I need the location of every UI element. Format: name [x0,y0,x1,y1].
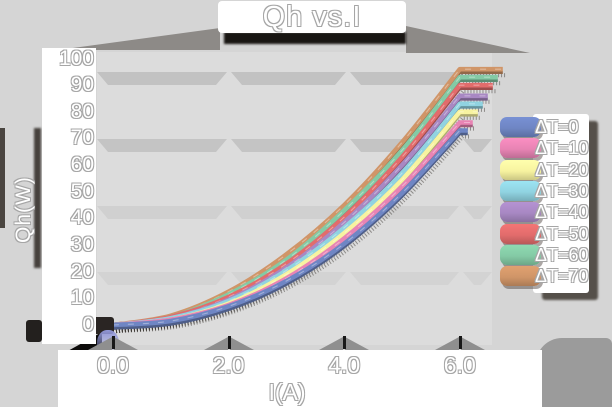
gridline-ribbon [97,139,227,152]
y-axis-shadow-bottom [26,320,42,342]
y-tick-label: 50 [70,179,94,203]
legend-background [533,114,589,293]
y-tick-label: 60 [70,153,94,177]
y-tick-label: 30 [70,233,94,257]
y-tick-label: 70 [70,126,94,150]
gridline-ribbon [97,206,227,219]
x-tick-label: 0.0 [97,352,129,378]
title-shadow-core [224,32,406,44]
y-tick-label: 40 [70,206,94,230]
gridline-ribbon [97,72,227,85]
legend-swatch [500,117,541,137]
x-tick-shadow [203,337,228,350]
legend-label: ΔT=20 [535,159,589,180]
x-tick-label: 4.0 [328,352,361,378]
left-edge-shadow [0,128,5,228]
legend-swatch [500,266,541,287]
x-tick-shadow [460,337,485,350]
legend-label: ΔT=40 [535,202,589,223]
x-tick-shadow [345,337,370,350]
legend-swatch [500,159,541,180]
legend-label: ΔT=50 [535,223,589,244]
x-tick-label: 2.0 [212,352,245,378]
y-tick-label: 20 [70,259,94,283]
y-tick-label: 90 [70,73,94,97]
legend-swatch [500,180,541,201]
legend-label: ΔT=70 [535,266,589,287]
x-tick-mark [343,336,347,349]
x-axis-title: I(A) [268,379,306,405]
legend-swatch [500,138,541,159]
x-tick-mark [227,336,231,349]
legend-swatch [500,202,541,223]
legend-label: ΔT=10 [535,138,589,159]
y-tick-label: 80 [70,99,94,123]
gridline-ribbon [97,272,227,285]
x-tick-shadow [114,337,138,350]
title-shadow-right [406,26,530,53]
gridline-ribbon [231,72,346,85]
x-tick-label: 6.0 [443,352,476,378]
title-background [218,1,406,33]
x-tick-shadow [88,337,112,350]
legend-swatch [500,223,541,244]
y-tick-label: 100 [58,46,94,70]
x-tick-shadow [229,337,254,350]
legend-label: ΔT=0 [535,117,579,137]
x-tick-mark [112,336,115,349]
legend-swatch [500,244,541,265]
gridline-ribbon [350,139,459,152]
y-axis-label-band [42,48,96,344]
x-axis-label-band [58,350,542,407]
y-tick-label: 0 [82,313,94,336]
gridline-ribbon [231,272,346,285]
corner-shadow-blob [536,338,612,407]
plot-area [97,52,492,345]
legend-label: ΔT=30 [535,180,589,201]
x-tick-mark [458,336,462,349]
y-axis-shadow [34,128,41,268]
x-tick-shadow [434,337,459,350]
gridline-ribbon [231,206,346,219]
gridline-ribbon [350,206,459,219]
y-tick-label: 10 [70,286,94,310]
gridline-ribbon [350,72,459,85]
x-tick-shadow [319,337,344,350]
chart-title: Qh vs.I [262,1,362,33]
gridline-ribbon [350,272,459,285]
legend-label: ΔT=60 [535,244,589,265]
gridline-ribbon [231,139,346,152]
